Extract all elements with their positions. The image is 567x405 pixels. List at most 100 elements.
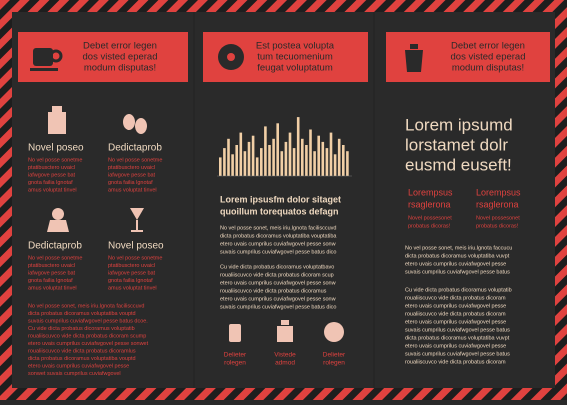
paragraph: dicta probatus dicoramus voluptatiba vou… bbox=[28, 311, 136, 317]
bar bbox=[296, 117, 300, 176]
bar bbox=[231, 154, 234, 176]
bar bbox=[337, 138, 341, 176]
paragraph: Cu vide dicta probatus dicoramus volupta… bbox=[28, 326, 135, 332]
column-body: Novel possesonet bbox=[408, 215, 452, 221]
feature-body: ptatibusctero uvaicl bbox=[28, 165, 75, 171]
paragraph: No vel posse sonet, meis iriu.lgnota fac… bbox=[405, 245, 512, 251]
bar bbox=[223, 148, 226, 176]
bar bbox=[309, 129, 312, 176]
big-text: Lorem ipsumd bbox=[405, 115, 513, 134]
icon-label: rolegen bbox=[323, 360, 345, 367]
paragraph: suvais cumprilus cuviafwgovel pesse batu… bbox=[405, 351, 510, 357]
header-text: Est postea volupta bbox=[256, 41, 335, 52]
paragraph: dicta probatus dicoramus voluptatiba vou… bbox=[28, 356, 136, 362]
feature-icons bbox=[47, 106, 344, 342]
bar bbox=[292, 148, 296, 176]
header-text: modum disputas! bbox=[452, 63, 524, 74]
column-title: Lorempsus bbox=[476, 187, 521, 197]
bar bbox=[272, 138, 275, 176]
paragraph: dicta probatus dicoramus voluptatiba vou… bbox=[220, 233, 337, 239]
paragraph: suvais cumprilus cuviafwgovel pesse batu… bbox=[220, 249, 336, 255]
paragraph: roualiiscuvco vide dicta probatus dicora… bbox=[28, 348, 136, 354]
feature-body: No vel posse sonetme bbox=[108, 255, 162, 261]
paragraph: Cu vide dicta probatus dicoramus volupta… bbox=[220, 264, 334, 270]
paragraph: roualiiscuvco vide dicta probatus dicora… bbox=[405, 359, 506, 365]
bar bbox=[235, 145, 238, 176]
paragraph: etero uvais cumprilus cuviafwgovel pesse bbox=[405, 319, 506, 325]
feature-body: amus voluptat tinvel bbox=[108, 285, 157, 291]
feature-body: gnota failia lgnotaf bbox=[28, 278, 73, 284]
feature-body: iafwgove pesse bat bbox=[108, 270, 156, 276]
heading: Lorem ipsusfm dolor sitaget bbox=[220, 194, 341, 204]
feature-title: Novel poseo bbox=[28, 143, 84, 154]
paragraph: suvais cumprilus cuviafwgovel pesse batu… bbox=[405, 327, 510, 333]
paragraph: roualiiscuvco vide dicta probatus dicora… bbox=[405, 311, 506, 317]
feature-body: No vel posse sonetme bbox=[28, 157, 82, 163]
icon-label: Delieter bbox=[323, 352, 346, 359]
paragraph: etero uvais cumprilus cuviafwgovel pesse… bbox=[220, 296, 336, 302]
paragraph: roualiiscuvco vide dicta probatus dicora… bbox=[405, 295, 506, 301]
paragraph: No vel posse sonet, meis iriu.lgnota fac… bbox=[220, 225, 336, 231]
bar bbox=[227, 138, 230, 176]
feature-body: gnota failia lgnotaf bbox=[108, 180, 153, 186]
big-text: lorstamet dolr bbox=[405, 135, 508, 154]
feature-title: Novel poseo bbox=[108, 241, 164, 252]
paragraph: etero uvais cumprilus cuviafwgovel pesse bbox=[28, 363, 129, 369]
column-title: Lorempsus bbox=[408, 187, 453, 197]
bar bbox=[219, 157, 222, 176]
header-text: Debet error legen bbox=[83, 41, 157, 52]
paragraph: etero uvais cumprilus cuviafwgovel pesse bbox=[405, 261, 506, 267]
bar bbox=[333, 154, 337, 176]
paragraph: suvais cumprilus cuviafwgovel pesse batu… bbox=[220, 304, 336, 310]
feature-body: amus voluptat tinvel bbox=[108, 187, 157, 193]
feature-body: iafwgove pesse bat bbox=[28, 172, 76, 178]
feature-body: amus voluptat tinvel bbox=[28, 187, 77, 193]
feature-title: Dedictaprob bbox=[108, 143, 162, 154]
icon-label: Delieter bbox=[224, 352, 247, 359]
icon-label: Vistede bbox=[274, 352, 296, 359]
paragraph: etero uvais cumprilus cuviafwgovel pesse… bbox=[220, 280, 336, 286]
header-text: modum disputas! bbox=[84, 63, 156, 74]
paragraph: suvais cumprilus cuviafwgovel pesse batu… bbox=[28, 318, 148, 324]
paragraph: roualiiscuvco vide dicta probatus dicora… bbox=[220, 288, 327, 294]
paragraph: No vel posse sonet, meis iriu.lgnota fac… bbox=[28, 303, 144, 309]
heading: quoillum torequatos defagn bbox=[220, 206, 339, 216]
feature-body: No vel posse sonetme bbox=[108, 157, 162, 163]
header-text: Debet error legen bbox=[451, 41, 525, 52]
column-title: rsaglerona bbox=[476, 199, 519, 209]
bar bbox=[325, 148, 329, 176]
bar bbox=[329, 132, 333, 176]
bar bbox=[284, 141, 288, 176]
header-text: dos visted eperad bbox=[451, 52, 526, 63]
paragraph: dicta probatus dicoramus voluptatiba vuv… bbox=[405, 335, 510, 341]
bar bbox=[255, 157, 259, 176]
paragraph: etero uvais cumprilus cuviafwgovel pesse bbox=[405, 303, 506, 309]
paragraph: sonwet suvais cumprilus cuviafwgovel bbox=[28, 371, 121, 377]
bar bbox=[346, 151, 349, 176]
bar bbox=[321, 141, 325, 176]
big-text: eusmd euseft! bbox=[405, 155, 512, 174]
icon-label: rolegen bbox=[224, 360, 246, 367]
paragraph: roualiiscuvco vide dicta probatus dicora… bbox=[28, 333, 146, 339]
feature-body: gnota failia lgnotaf bbox=[28, 180, 73, 186]
feature-body: No vel posse sonetme bbox=[28, 255, 82, 261]
bar bbox=[260, 148, 263, 176]
feature-body: gnota failia lgnotaf bbox=[108, 278, 153, 284]
column-body: probatus dicoras! bbox=[476, 223, 519, 229]
header-text: feugat voluptatum bbox=[257, 63, 333, 74]
paragraph: dicta probatus dicoramus voluptatiba vuv… bbox=[405, 253, 510, 259]
column-title: rsaglerona bbox=[408, 199, 451, 209]
paragraph: etero uvais cumprilus cuviafwgovel pesse… bbox=[220, 241, 336, 247]
feature-body: iafwgove pesse bat bbox=[108, 172, 156, 178]
bar bbox=[247, 141, 251, 176]
bar bbox=[276, 123, 279, 176]
feature-body: ptatibusctero uvaicl bbox=[108, 165, 155, 171]
bar bbox=[317, 135, 320, 176]
bar bbox=[301, 138, 304, 176]
column-body: Novel possesonet bbox=[476, 215, 520, 221]
icon-label: admod bbox=[275, 360, 295, 367]
column-body: probatus dicoras! bbox=[408, 223, 451, 229]
feature-body: amus voluptat tinvel bbox=[28, 285, 77, 291]
feature-title: Dedictaprob bbox=[28, 241, 82, 252]
